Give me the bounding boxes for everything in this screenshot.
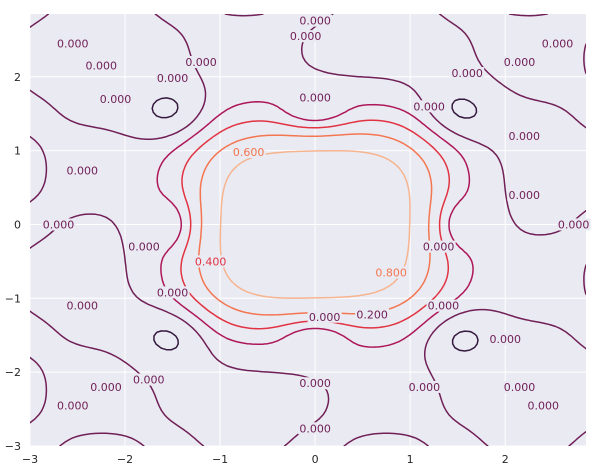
contour-label: 0.000 [423,241,455,254]
contour-label: 0.000 [185,56,217,69]
y-tick-label: −3 [5,440,21,453]
contour-label-background [556,218,591,231]
contour-label-background [507,188,542,201]
contour-labels: 0.000 0.000 0.000 0.000 0.000 0.000 0.000 0.000… [41,14,591,435]
contour-label-background [421,240,456,253]
contour-label-background [65,164,100,177]
contour-label-background [355,308,390,321]
contour-label: 0.000 [309,311,341,324]
contour-label-background [89,380,124,393]
contour-label-background [155,72,190,85]
y-tick-label: −2 [5,366,21,379]
contour-label-background [184,56,219,68]
contour-label: 0.000 [558,218,590,231]
contour-label-background [540,37,575,50]
contour-label: 0.000 [413,100,445,113]
contour-label: 0.000 [157,286,189,299]
contour-label: 0.000 [508,189,540,202]
contour-label: 0.000 [290,30,322,43]
plot-background [30,14,586,446]
contour-level-line [30,14,586,446]
contour-label-background [231,146,266,159]
x-tick-label: −2 [117,453,133,466]
contour-label: 0.000 [299,422,331,435]
contour-label: 0.000 [542,38,574,51]
contour-label-background [131,373,166,386]
contour-label: 0.000 [86,60,118,73]
contour-label: 0.000 [508,130,540,143]
contour-label-background [55,37,90,50]
contour-label-background [155,286,190,299]
y-axis-ticks: −3 −2 −1 0 1 2 [5,71,21,453]
contour-label-background [307,310,342,323]
x-tick-label: −1 [212,453,228,466]
contour-label: 0.800 [375,266,407,279]
contour-label: 0.000 [299,15,331,28]
contour-lines [30,14,586,446]
contour-label: 0.000 [299,91,331,104]
contour-label: 0.000 [43,218,75,231]
contour-label-background [526,399,561,412]
contour-label-background [288,30,323,43]
contour-label-background [450,67,485,80]
contour-label-background [127,240,162,253]
contour-label: 0.000 [489,333,521,346]
contour-label: 0.000 [504,56,536,69]
y-tick-label: −1 [5,292,21,305]
contour-label-background [298,14,333,27]
contour-label: 0.000 [409,381,441,394]
contour-label-background [426,299,461,312]
y-tick-label: 1 [14,145,21,158]
contour-label-background [193,255,228,268]
contour-label: 0.400 [195,255,227,268]
contour-label: 0.000 [157,72,189,85]
contour-label-background [41,218,76,231]
x-tick-label: 1 [407,453,414,466]
contour-label-background [55,399,90,412]
contour-label: 0.000 [527,399,559,412]
contour-label: 0.000 [100,93,132,106]
contour-label: 0.000 [67,300,99,313]
contour-label: 0.000 [133,374,165,387]
contour-label: 0.000 [299,377,331,390]
contour-label-background [412,100,447,113]
contour-label-background [298,377,333,390]
y-tick-label: 0 [14,218,21,231]
contour-label: 0.000 [451,67,483,80]
x-axis-ticks: −3 −2 −1 0 1 2 [22,453,509,466]
contour-level-line [197,133,433,316]
contour-label: 0.000 [128,241,160,254]
x-tick-label: 0 [312,453,319,466]
contour-label-background [298,422,333,435]
contour-label: 0.000 [57,38,89,51]
contour-label-background [502,380,537,393]
contour-level-line [151,97,479,352]
contour-label-background [98,92,133,105]
contour-label-background [65,299,100,312]
x-tick-label: −3 [22,453,38,466]
contour-label: 0.600 [233,146,265,159]
contour-label: 0.000 [67,165,99,178]
x-tick-label: 2 [502,453,509,466]
contour-label: 0.000 [428,300,460,313]
contour-label-background [374,266,409,279]
contour-label-background [407,380,442,393]
contour-label-background [298,91,333,104]
contour-label: 0.000 [57,399,89,412]
contour-label-background [488,332,523,345]
y-tick-label: 2 [14,71,21,84]
contour-label: 0.200 [356,309,388,322]
contour-label: 0.000 [90,381,122,394]
contour-label-background [507,129,542,142]
contour-label-background [84,59,119,72]
contour-label-background [502,56,537,68]
contour-label: 0.000 [504,381,536,394]
